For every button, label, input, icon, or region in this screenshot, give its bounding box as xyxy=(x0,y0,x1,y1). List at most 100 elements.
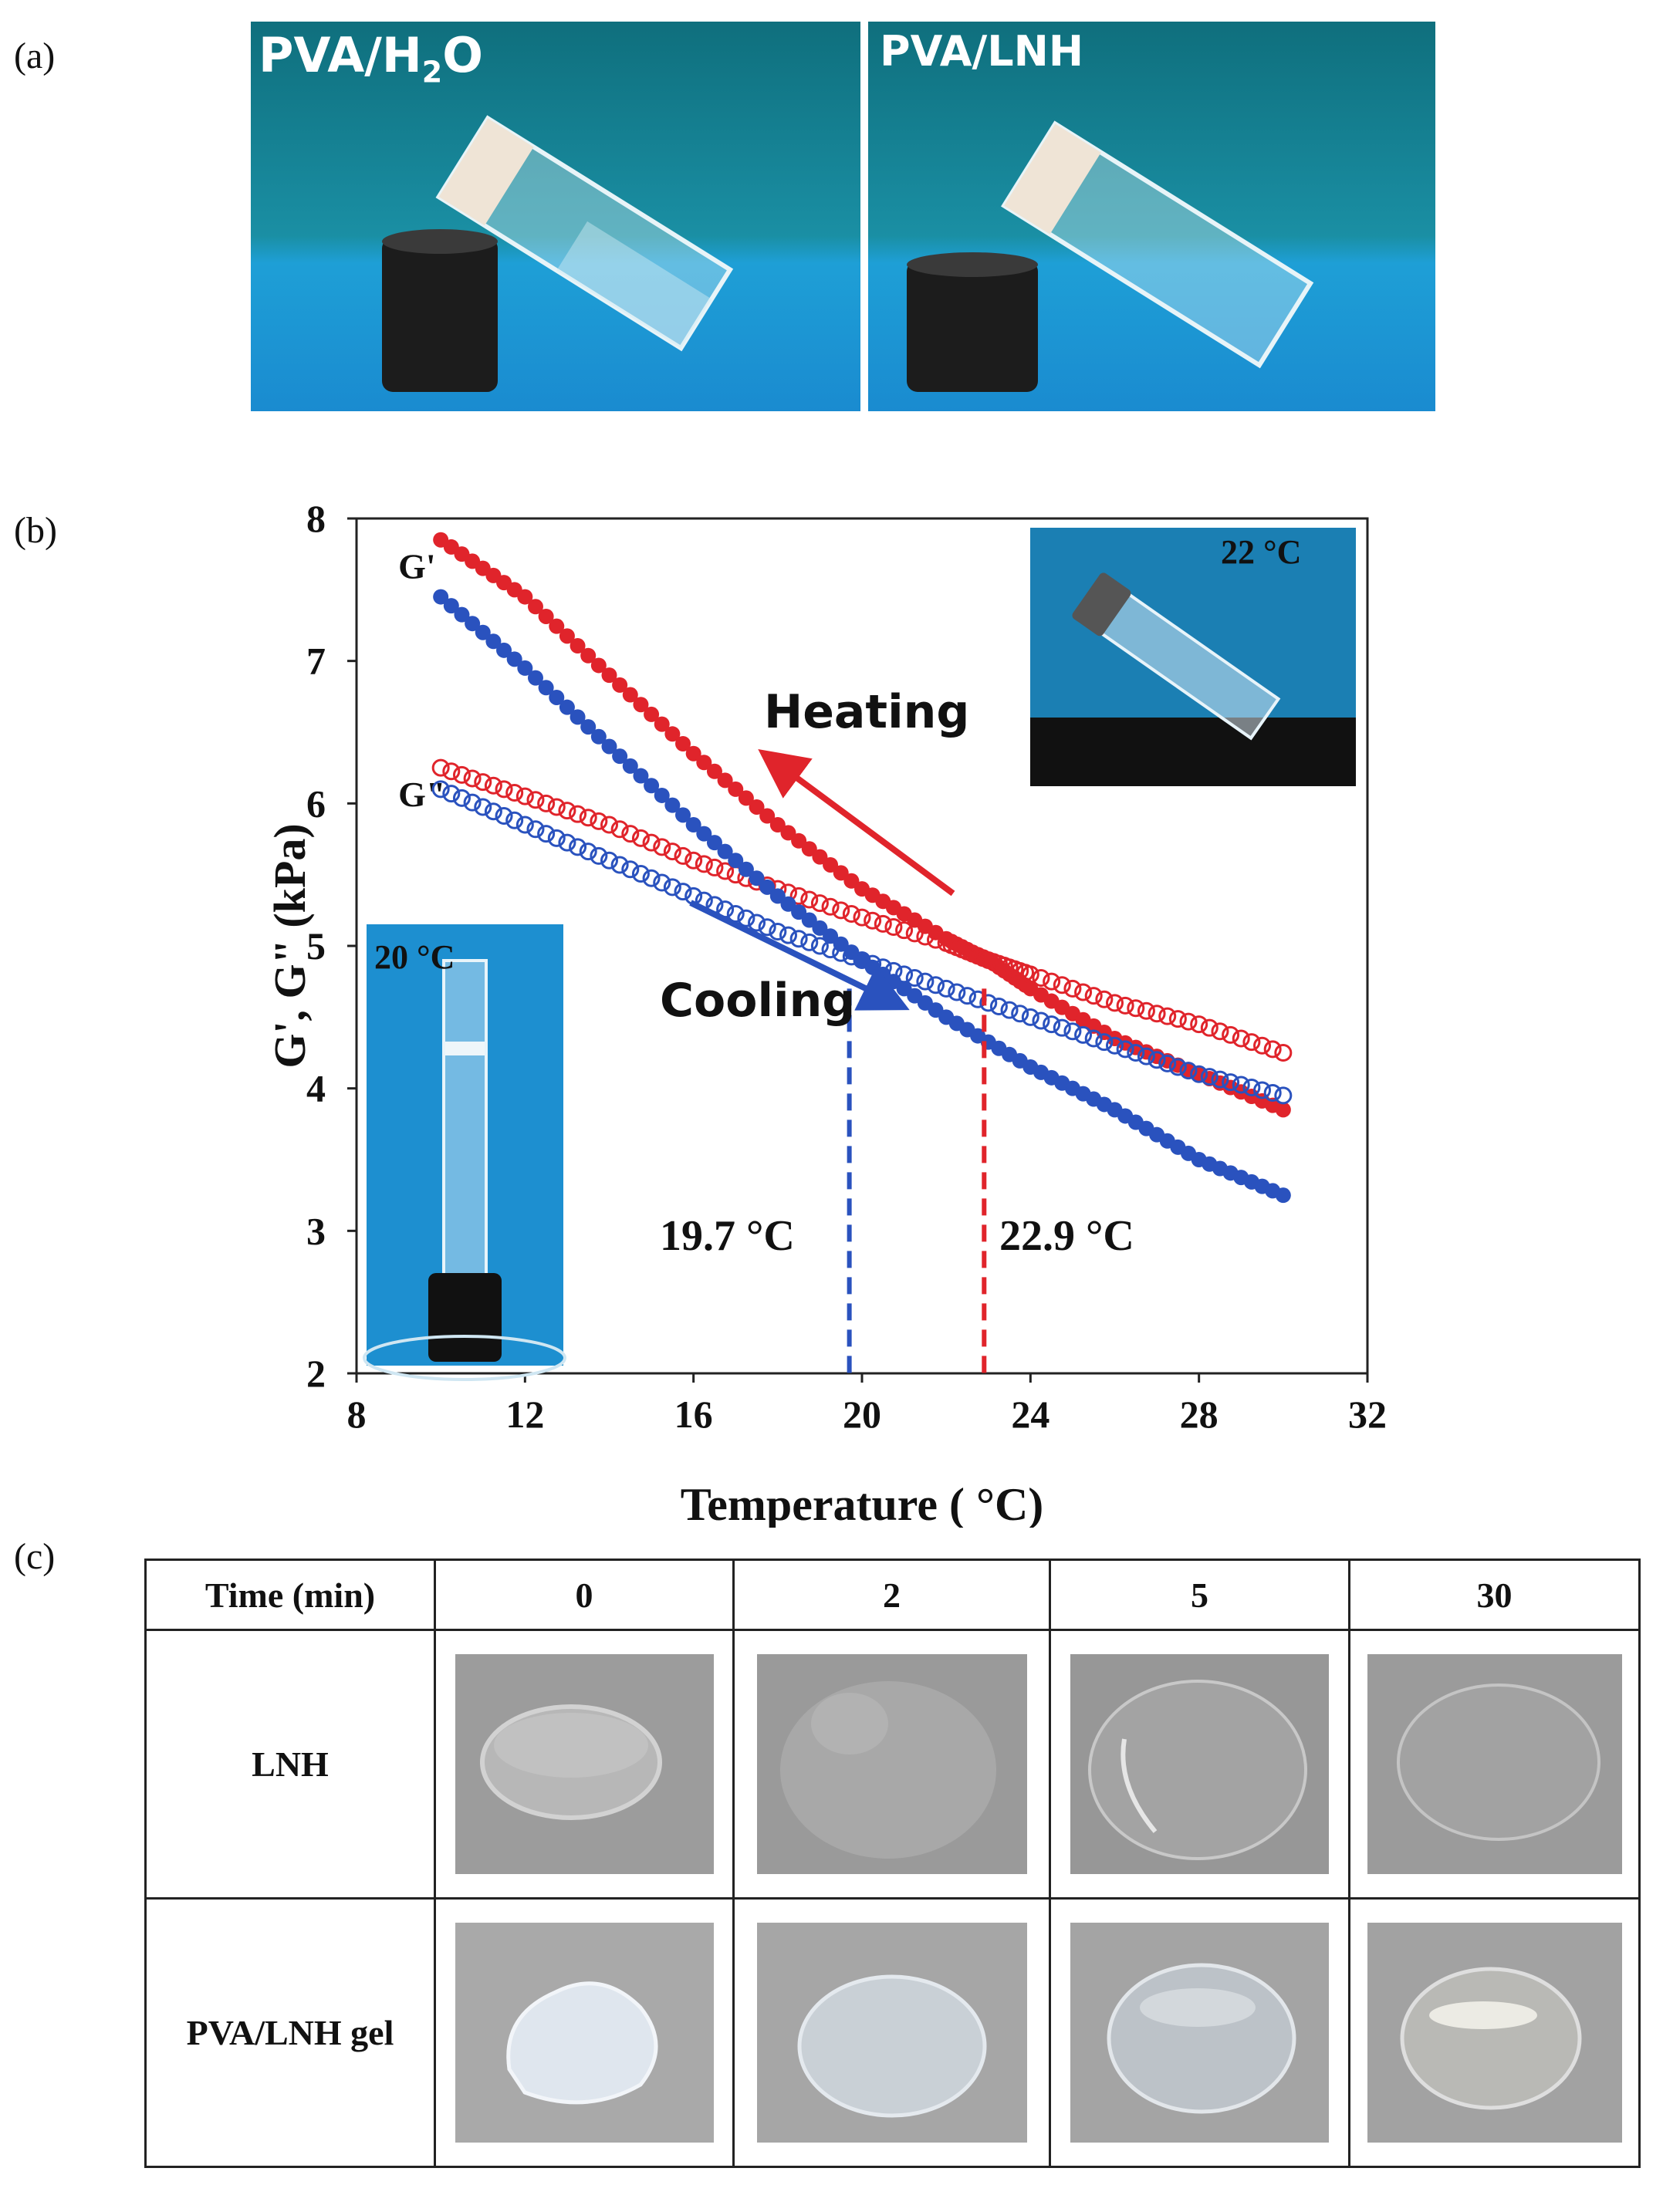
data-point xyxy=(526,820,545,839)
data-point xyxy=(505,783,524,802)
data-point xyxy=(674,846,692,865)
data-point xyxy=(675,807,691,823)
data-point xyxy=(664,726,681,742)
data-point xyxy=(569,805,587,823)
data-point xyxy=(431,780,450,799)
table-header-row: Time (min) 0 2 5 30 xyxy=(144,1559,1641,1631)
data-point xyxy=(442,762,461,781)
x-tick-label: 32 xyxy=(1348,1393,1387,1436)
header-t2: 2 xyxy=(732,1559,1051,1631)
data-point xyxy=(454,606,470,623)
table-row: PVA/LNH gel xyxy=(144,1897,1641,2168)
data-point xyxy=(443,598,459,614)
data-point xyxy=(1263,1083,1282,1102)
data-point xyxy=(1043,972,1061,991)
data-point xyxy=(1274,1086,1293,1105)
data-point xyxy=(916,927,935,946)
data-point xyxy=(748,914,766,932)
data-point xyxy=(843,873,860,889)
data-point xyxy=(484,776,502,795)
data-point xyxy=(547,798,566,816)
x-tick-label: 8 xyxy=(347,1393,367,1436)
data-point xyxy=(590,812,608,830)
cooling-label: Cooling xyxy=(660,974,855,1028)
data-point xyxy=(495,806,513,825)
y-tick-label: 6 xyxy=(306,782,326,825)
data-point xyxy=(812,849,828,865)
data-point xyxy=(579,809,597,827)
sample-lnh-5 xyxy=(1070,1654,1329,1874)
data-point xyxy=(1179,1012,1198,1031)
data-point xyxy=(463,793,482,812)
y-tick-label: 7 xyxy=(306,640,326,683)
data-point xyxy=(549,618,565,634)
data-point xyxy=(538,680,554,696)
data-point xyxy=(759,808,776,824)
data-point xyxy=(654,787,670,803)
x-tick-label: 12 xyxy=(505,1393,544,1436)
data-point xyxy=(789,930,808,948)
data-point xyxy=(895,921,914,940)
panel-a-label: (a) xyxy=(14,35,56,76)
data-point xyxy=(812,920,828,936)
data-point xyxy=(905,969,924,988)
data-point xyxy=(1158,1007,1177,1025)
data-point xyxy=(1232,1029,1250,1048)
data-point xyxy=(515,787,534,805)
data-point xyxy=(1222,1025,1240,1044)
data-point xyxy=(1211,1022,1229,1041)
data-point xyxy=(769,817,786,833)
data-point xyxy=(1274,1044,1293,1062)
data-point xyxy=(874,914,892,933)
data-point xyxy=(832,944,850,962)
y-axis-label: G', G" (kPa) xyxy=(265,823,315,1068)
data-point xyxy=(864,911,882,930)
data-point xyxy=(590,846,608,865)
inset-photo-20c xyxy=(363,924,566,1381)
data-point xyxy=(823,928,839,944)
header-t5: 5 xyxy=(1049,1559,1350,1631)
data-point xyxy=(559,628,575,644)
data-point xyxy=(1074,1025,1093,1044)
data-point xyxy=(1084,1029,1103,1048)
data-point xyxy=(1148,1051,1166,1069)
data-point xyxy=(431,758,450,777)
data-point xyxy=(621,860,640,879)
data-point xyxy=(927,976,945,995)
data-point xyxy=(695,855,713,873)
y-tick-label: 3 xyxy=(306,1209,326,1252)
photo-pva-h2o xyxy=(251,22,860,411)
data-point xyxy=(590,657,607,674)
data-point xyxy=(801,841,817,857)
data-point xyxy=(842,904,860,923)
data-point xyxy=(622,758,638,774)
data-point xyxy=(884,918,903,937)
data-point xyxy=(600,816,618,834)
data-point xyxy=(1200,1068,1219,1086)
data-point xyxy=(1021,965,1039,984)
data-point xyxy=(642,869,661,887)
sample-lnh-2 xyxy=(756,1654,1027,1874)
data-point xyxy=(549,689,565,705)
inset-left-label: 20 °C xyxy=(374,938,455,976)
data-point xyxy=(684,851,703,870)
header-t30: 30 xyxy=(1348,1559,1641,1631)
data-point xyxy=(800,890,819,909)
data-point xyxy=(1053,976,1071,995)
sample-gel-30 xyxy=(1367,1923,1622,2143)
data-point xyxy=(537,825,556,843)
data-point xyxy=(1148,1005,1166,1023)
data-point xyxy=(1106,994,1124,1012)
sample-gel-5 xyxy=(1070,1923,1329,2143)
data-point xyxy=(1137,1047,1155,1065)
gel-timeline-table: Time (min) 0 2 5 30 LNH PVA/LNH gel xyxy=(144,1559,1641,2168)
data-point xyxy=(832,901,850,920)
data-point xyxy=(1032,969,1050,988)
data-point xyxy=(1275,1187,1291,1204)
data-point xyxy=(653,838,671,856)
y-tick-label: 8 xyxy=(306,497,326,540)
data-point xyxy=(927,930,945,949)
data-point xyxy=(1095,1033,1114,1052)
data-point xyxy=(979,994,998,1012)
data-point xyxy=(1021,1008,1039,1026)
